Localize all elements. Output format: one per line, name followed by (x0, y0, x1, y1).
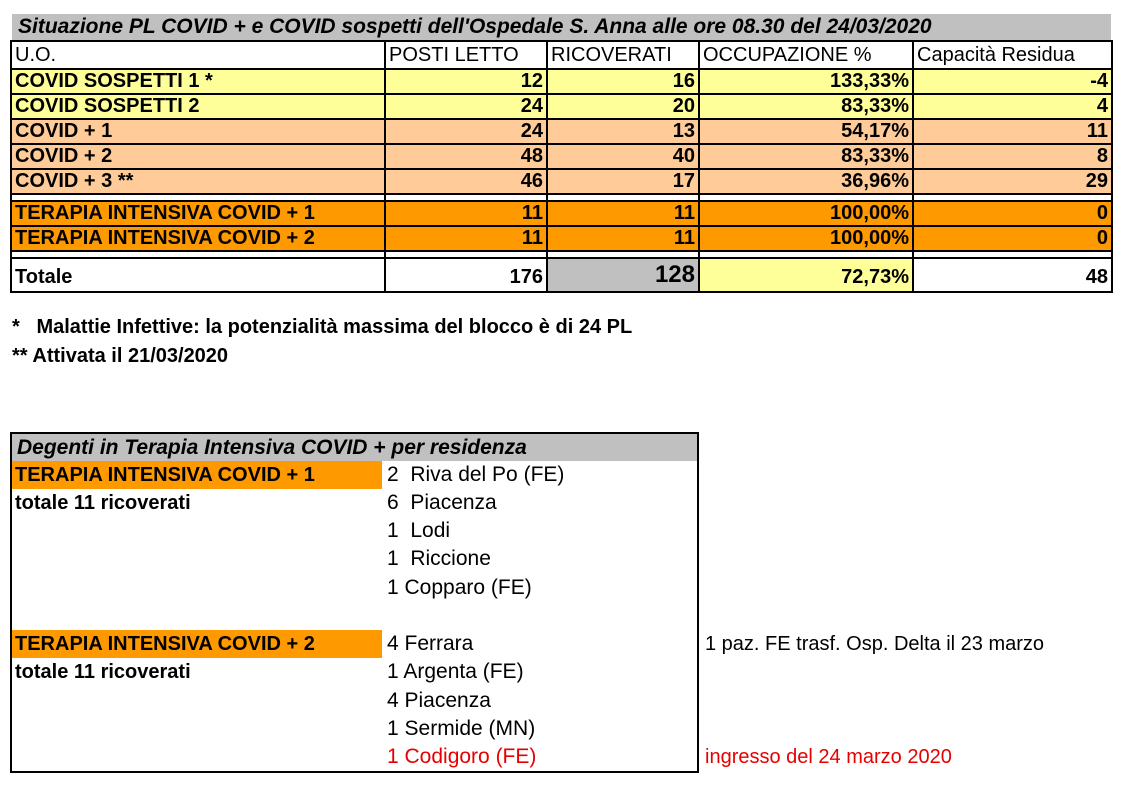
admission-note: ingresso del 24 marzo 2020 (705, 746, 952, 768)
table-row: COVID SOSPETTI 1 * 12 16 133,33% -4 (10, 68, 1113, 95)
residua-cell: 29 (912, 168, 1113, 195)
occupazione-cell: 133,33% (698, 68, 914, 95)
ricoverati-cell: 11 (546, 200, 700, 227)
residua-cell: 4 (912, 93, 1113, 120)
bed-status-table: U.O. POSTI LETTO RICOVERATI OCCUPAZIONE … (10, 40, 1113, 293)
posti-cell: 46 (384, 168, 548, 195)
total-occupazione: 72,73% (698, 257, 914, 293)
residence-item-new: 1 Codigoro (FE) (387, 745, 537, 768)
uo-cell: TERAPIA INTENSIVA COVID + 1 (10, 200, 386, 227)
residua-cell: 11 (912, 118, 1113, 145)
posti-cell: 24 (384, 93, 548, 120)
total-ricoverati: 128 (546, 257, 700, 293)
residua-cell: 0 (912, 200, 1113, 227)
occupazione-cell: 83,33% (698, 143, 914, 170)
table-header-row: U.O. POSTI LETTO RICOVERATI OCCUPAZIONE … (10, 40, 1113, 70)
occupazione-cell: 100,00% (698, 225, 914, 252)
occupazione-cell: 54,17% (698, 118, 914, 145)
uo-cell: COVID SOSPETTI 1 * (10, 68, 386, 95)
group2-label: TERAPIA INTENSIVA COVID + 2 (12, 630, 382, 658)
transfer-note: 1 paz. FE trasf. Osp. Delta il 23 marzo (705, 633, 1045, 655)
header-ricoverati: RICOVERATI (546, 40, 700, 70)
residence-item: 4 Ferrara (387, 632, 474, 655)
uo-cell: TERAPIA INTENSIVA COVID + 2 (10, 225, 386, 252)
residence-item: 1 Riccione (387, 547, 491, 570)
posti-cell: 12 (384, 68, 548, 95)
residence-item: 1 Copparo (FE) (387, 576, 532, 599)
table-row: TERAPIA INTENSIVA COVID + 1 11 11 100,00… (10, 200, 1113, 227)
residence-item: 1 Argenta (FE) (387, 660, 524, 683)
group1-total: totale 11 ricoverati (15, 492, 191, 514)
table-row: COVID + 1 24 13 54,17% 11 (10, 118, 1113, 145)
uo-cell: COVID + 2 (10, 143, 386, 170)
occupazione-cell: 83,33% (698, 93, 914, 120)
table-row: COVID + 3 ** 46 17 36,96% 29 (10, 168, 1113, 195)
header-occupazione: OCCUPAZIONE % (698, 40, 914, 70)
residua-cell: -4 (912, 68, 1113, 95)
group2-total: totale 11 ricoverati (15, 661, 191, 683)
header-uo: U.O. (10, 40, 386, 70)
posti-cell: 11 (384, 225, 548, 252)
footnote-2: ** Attivata il 21/03/2020 (12, 345, 229, 367)
spacer-row (10, 251, 1113, 258)
residence-item: 1 Sermide (MN) (387, 717, 536, 740)
residence-item: 6 Piacenza (387, 491, 497, 514)
posti-cell: 48 (384, 143, 548, 170)
table-row: TERAPIA INTENSIVA COVID + 2 11 11 100,00… (10, 225, 1113, 252)
ricoverati-cell: 11 (546, 225, 700, 252)
ricoverati-cell: 17 (546, 168, 700, 195)
residence-item: 2 Riva del Po (FE) (387, 463, 565, 486)
residence-item: 4 Piacenza (387, 689, 491, 712)
ricoverati-cell: 16 (546, 68, 700, 95)
footnote-1: * Malattie Infettive: la potenzialità ma… (12, 316, 633, 338)
uo-cell: COVID + 1 (10, 118, 386, 145)
total-row: Totale 176 128 72,73% 48 (10, 257, 1113, 293)
occupazione-cell: 36,96% (698, 168, 914, 195)
ricoverati-cell: 40 (546, 143, 700, 170)
ricoverati-cell: 20 (546, 93, 700, 120)
posti-cell: 11 (384, 200, 548, 227)
residence-item: 1 Lodi (387, 519, 451, 542)
group1-label: TERAPIA INTENSIVA COVID + 1 (12, 461, 382, 489)
header-posti-letto: POSTI LETTO (384, 40, 548, 70)
residua-cell: 8 (912, 143, 1113, 170)
header-capacita-residua: Capacità Residua (912, 40, 1113, 70)
posti-cell: 24 (384, 118, 548, 145)
total-residua: 48 (912, 257, 1113, 293)
uo-cell: COVID SOSPETTI 2 (10, 93, 386, 120)
uo-cell: COVID + 3 ** (10, 168, 386, 195)
occupazione-cell: 100,00% (698, 200, 914, 227)
table2-title: Degenti in Terapia Intensiva COVID + per… (12, 434, 697, 461)
residua-cell: 0 (912, 225, 1113, 252)
residence-table-border (10, 432, 699, 773)
total-label: Totale (10, 257, 386, 293)
table-row: COVID + 2 48 40 83,33% 8 (10, 143, 1113, 170)
total-posti: 176 (384, 257, 548, 293)
table1-title: Situazione PL COVID + e COVID sospetti d… (12, 14, 1111, 40)
table-row: COVID SOSPETTI 2 24 20 83,33% 4 (10, 93, 1113, 120)
ricoverati-cell: 13 (546, 118, 700, 145)
spacer-row (10, 194, 1113, 201)
